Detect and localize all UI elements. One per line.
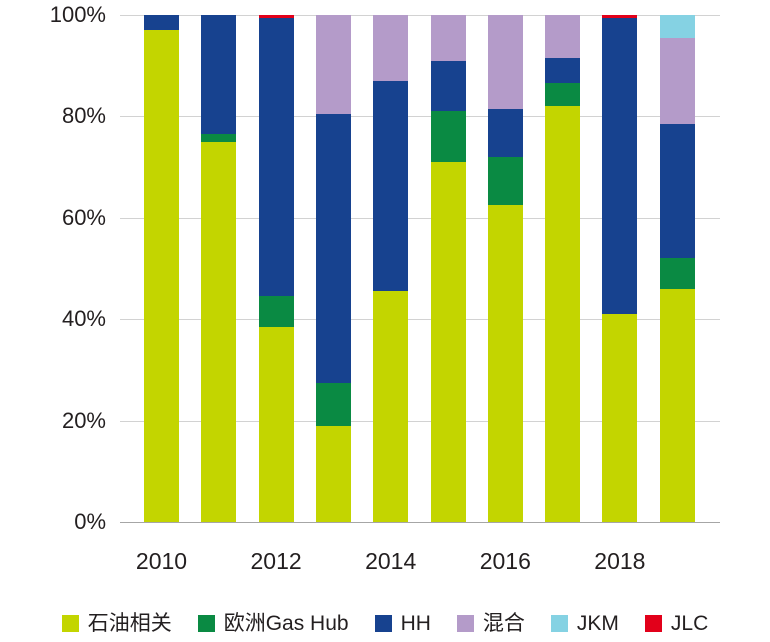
legend-label: 混合 xyxy=(482,612,525,635)
legend: 石油相关 欧洲Gas Hub HH 混合 JKM JLC xyxy=(0,613,770,634)
segment-2017-欧洲Gas Hub xyxy=(545,83,581,107)
x-tick-label-2016: 2016 xyxy=(479,548,531,574)
segment-2015-HH xyxy=(430,60,466,112)
y-tick-label-60: 60% xyxy=(61,204,106,230)
gridline-60 xyxy=(120,217,720,219)
segment-2012-石油相关 xyxy=(258,326,294,522)
y-tick-label-20: 20% xyxy=(61,407,106,433)
segment-2019-HH xyxy=(659,124,695,259)
segment-2018-JLC xyxy=(602,15,638,18)
segment-2011-石油相关 xyxy=(201,141,237,522)
segment-2019-欧洲Gas Hub xyxy=(659,258,695,289)
segment-2016-HH xyxy=(487,108,523,157)
segment-2012-HH xyxy=(258,17,294,297)
bar-2016 xyxy=(487,15,523,522)
legend-item-HH: HH xyxy=(374,612,431,635)
segment-2019-混合 xyxy=(659,37,695,125)
legend-swatch-icon xyxy=(644,615,662,632)
x-tick-label-2012: 2012 xyxy=(250,548,302,574)
legend-swatch-icon xyxy=(456,615,474,632)
segment-2013-欧洲Gas Hub xyxy=(315,382,351,426)
legend-label: JKM xyxy=(576,612,619,635)
x-tick-label-2018: 2018 xyxy=(594,548,646,574)
segment-2016-石油相关 xyxy=(487,205,523,522)
gridline-20 xyxy=(120,420,720,422)
segment-2011-HH xyxy=(201,15,237,135)
bar-2019 xyxy=(659,15,695,522)
segment-2014-石油相关 xyxy=(373,291,409,522)
x-tick-label-2014: 2014 xyxy=(365,548,417,574)
segment-2015-石油相关 xyxy=(430,162,466,522)
x-axis: 2010 2012 2014 2016 2018 xyxy=(0,540,770,580)
segment-2013-HH xyxy=(315,113,351,383)
segment-2014-混合 xyxy=(373,15,409,81)
legend-item-欧洲Gas Hub: 欧洲Gas Hub xyxy=(197,612,349,635)
segment-2012-欧洲Gas Hub xyxy=(258,296,294,327)
y-axis: 0% 20% 40% 60% 80% 100% xyxy=(0,0,106,642)
segment-2014-HH xyxy=(373,80,409,292)
bar-2014 xyxy=(373,15,409,522)
gridline-40 xyxy=(120,319,720,321)
legend-swatch-icon xyxy=(374,615,392,632)
segment-2019-JKM xyxy=(659,15,695,38)
legend-item-JLC: JLC xyxy=(644,612,709,635)
bar-2011 xyxy=(201,15,237,522)
x-tick-label-2010: 2010 xyxy=(135,548,188,574)
segment-2016-欧洲Gas Hub xyxy=(487,156,523,206)
gridline-0 xyxy=(120,522,720,523)
segment-2018-HH xyxy=(602,17,638,315)
y-tick-label-0: 0% xyxy=(74,509,106,534)
gridline-100 xyxy=(120,15,720,16)
legend-label: JLC xyxy=(670,612,709,635)
segment-2015-欧洲Gas Hub xyxy=(430,111,466,163)
legend-item-石油相关: 石油相关 xyxy=(61,612,172,635)
segment-2010-石油相关 xyxy=(144,30,179,522)
segment-2012-JLC xyxy=(258,15,294,18)
segment-2013-石油相关 xyxy=(315,425,351,522)
segment-2011-欧洲Gas Hub xyxy=(201,134,237,142)
legend-label: HH xyxy=(400,612,431,635)
segment-2013-混合 xyxy=(315,15,351,114)
legend-item-混合: 混合 xyxy=(456,612,525,635)
bar-2010 xyxy=(144,15,179,522)
y-tick-label-80: 80% xyxy=(61,103,106,129)
segment-2015-混合 xyxy=(430,15,466,61)
bar-2012 xyxy=(258,15,294,522)
segment-2019-石油相关 xyxy=(659,288,695,522)
legend-label: 石油相关 xyxy=(87,612,172,635)
y-tick-label-100: 100% xyxy=(49,2,106,27)
gridline-80 xyxy=(120,116,720,118)
bar-2015 xyxy=(430,15,466,522)
y-tick-label-40: 40% xyxy=(61,306,106,332)
segment-2017-混合 xyxy=(545,15,581,59)
legend-item-JKM: JKM xyxy=(550,612,619,635)
bar-2013 xyxy=(315,15,351,522)
bar-2018 xyxy=(602,15,638,522)
segment-2010-HH xyxy=(144,15,179,31)
segment-2016-混合 xyxy=(487,15,523,109)
segment-2017-HH xyxy=(545,58,581,84)
legend-label: 欧洲Gas Hub xyxy=(223,612,349,635)
legend-swatch-icon xyxy=(550,615,568,632)
legend-swatch-icon xyxy=(197,615,215,632)
bar-2017 xyxy=(545,15,581,522)
segment-2018-石油相关 xyxy=(602,314,638,522)
segment-2017-石油相关 xyxy=(545,106,581,522)
plot-area xyxy=(120,15,720,523)
legend-swatch-icon xyxy=(61,615,79,632)
